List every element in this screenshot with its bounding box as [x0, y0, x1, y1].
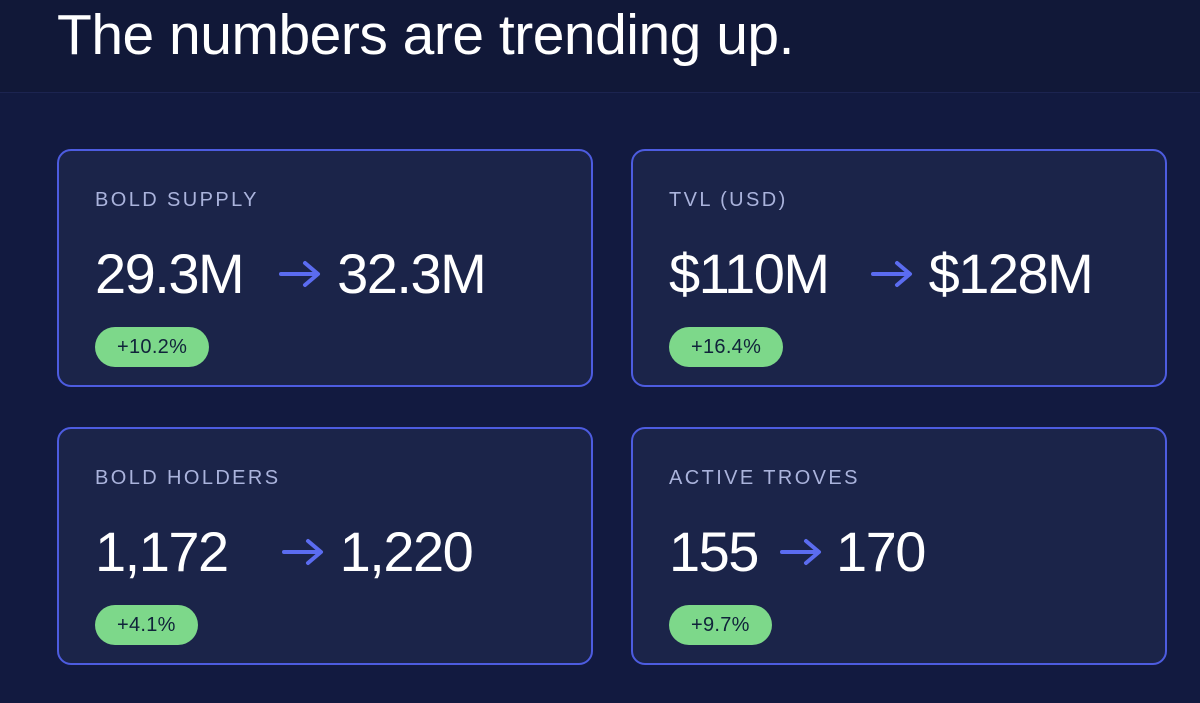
- stat-label: BOLD SUPPLY: [95, 189, 259, 211]
- stat-label: BOLD HOLDERS: [95, 467, 281, 489]
- stat-values: 1,172 1,220: [95, 517, 474, 587]
- stat-to-value: $128M: [928, 242, 1094, 305]
- stat-from-value: $110M: [669, 242, 830, 305]
- header: The numbers are trending up.: [0, 0, 1200, 93]
- stat-values: 29.3M 32.3M: [95, 239, 487, 309]
- stat-values: 155 170: [669, 517, 926, 587]
- stat-card-tvl: TVL (USD) $110M $128M +16.4%: [631, 149, 1167, 387]
- stat-to-value: 170: [835, 520, 926, 583]
- stat-card-active-troves: ACTIVE TROVES 155 170 +9.7%: [631, 427, 1167, 665]
- arrow-right-icon: [779, 539, 821, 565]
- stat-card-bold-supply: BOLD SUPPLY 29.3M 32.3M +10.2%: [57, 149, 593, 387]
- stat-label: ACTIVE TROVES: [669, 467, 860, 489]
- change-badge: +10.2%: [95, 327, 210, 367]
- stat-label: TVL (USD): [669, 189, 788, 211]
- stat-values: $110M $128M: [669, 239, 1094, 309]
- arrow-right-icon: [279, 261, 321, 287]
- arrow-right-icon: [281, 539, 323, 565]
- arrow-right-icon: [870, 261, 912, 287]
- stat-from-value: 155: [669, 520, 759, 583]
- stat-card-bold-holders: BOLD HOLDERS 1,172 1,220 +4.1%: [57, 427, 593, 665]
- change-badge: +9.7%: [669, 605, 772, 645]
- change-badge: +16.4%: [669, 327, 784, 367]
- change-badge: +4.1%: [95, 605, 198, 645]
- stat-from-value: 29.3M: [95, 242, 245, 305]
- stat-to-value: 32.3M: [337, 242, 487, 305]
- stat-from-value: 1,172: [95, 520, 229, 583]
- stat-to-value: 1,220: [339, 520, 474, 583]
- page-title: The numbers are trending up.: [57, 3, 794, 67]
